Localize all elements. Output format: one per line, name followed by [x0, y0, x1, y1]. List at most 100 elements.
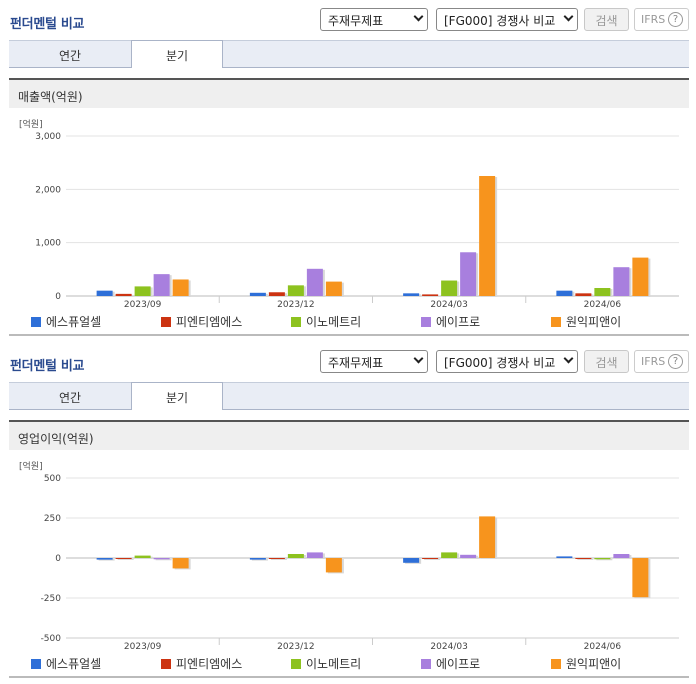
y-tick-label: 0	[55, 554, 61, 564]
statement-select[interactable]: 주재무제표	[320, 8, 428, 31]
chevron-down-icon	[413, 353, 424, 364]
legend-item[interactable]: 이노메트리	[291, 655, 361, 672]
legend-item[interactable]: 에이프로	[421, 313, 480, 330]
peer-group-select-value: [FG000] 경쟁사 비교	[444, 14, 556, 28]
peer-group-select[interactable]: [FG000] 경쟁사 비교	[436, 350, 578, 373]
operating-profit-chart: [억원] -500 -250 0 250 500 2023/09 2023/12 2024/03…	[19, 460, 679, 650]
bar	[268, 292, 285, 296]
bar	[325, 281, 342, 296]
x-tick-label: 2023/09	[124, 300, 162, 308]
bar	[613, 267, 630, 296]
y-tick-label: 250	[44, 514, 61, 524]
panel-title: 펀더멘털 비교	[10, 359, 85, 374]
statement-select-value: 주재무제표	[328, 14, 384, 28]
bar	[613, 554, 630, 558]
legend-label: 에스퓨얼셀	[46, 315, 102, 329]
question-icon: ?	[668, 354, 683, 369]
tab-quarter[interactable]: 분기	[131, 382, 223, 410]
y-tick-label: 2,000	[35, 185, 61, 195]
bar	[115, 293, 132, 296]
chevron-down-icon	[563, 11, 574, 22]
legend-swatch	[31, 317, 41, 327]
peer-group-select-value: [FG000] 경쟁사 비교	[444, 356, 556, 370]
chart-legend: 에스퓨얼셀 피엔티엠에스 이노메트리 에이프로 원익피앤이	[31, 313, 691, 329]
bar	[325, 558, 342, 573]
revenue-chart: [억원] 0 1,000 2,000 3,000 2023/09 2023/12 2024/0…	[19, 118, 679, 308]
legend-item[interactable]: 에스퓨얼셀	[31, 313, 101, 330]
y-tick-label: 500	[44, 474, 61, 484]
tab-annual[interactable]: 연간	[58, 391, 82, 405]
y-tick-label: 3,000	[35, 132, 61, 142]
bar	[287, 554, 304, 558]
x-tick-label: 2023/12	[277, 300, 314, 308]
legend-swatch	[31, 659, 41, 669]
bar	[556, 556, 573, 558]
y-tick-label: 1,000	[35, 239, 61, 249]
panel-header: 펀더멘털 비교 주재무제표 [FG000] 경쟁사 비교 검색 IFRS?	[0, 0, 696, 40]
bar	[422, 294, 439, 296]
legend-item[interactable]: 에스퓨얼셀	[31, 655, 101, 672]
bar	[306, 268, 323, 296]
legend-item[interactable]: 피엔티엠에스	[161, 313, 242, 330]
y-tick-label: -250	[41, 594, 62, 604]
search-button[interactable]: 검색	[584, 8, 629, 31]
bar	[460, 252, 477, 296]
y-tick-label: -500	[41, 634, 62, 644]
bar	[153, 274, 170, 296]
bar	[422, 558, 439, 559]
question-icon: ?	[668, 12, 683, 27]
bar	[441, 280, 458, 296]
bar-shadow	[98, 559, 115, 561]
bar	[594, 558, 611, 560]
bar	[172, 279, 189, 296]
bar-shadow	[270, 559, 287, 560]
legend-label: 이노메트리	[306, 657, 362, 671]
tab-annual[interactable]: 연간	[58, 49, 82, 63]
legend-swatch	[421, 317, 431, 327]
legend-swatch	[421, 659, 431, 669]
unit-label: [억원]	[19, 460, 43, 472]
bar	[249, 292, 266, 296]
bar	[403, 293, 420, 296]
bar-shadow	[424, 559, 441, 560]
bar	[287, 285, 304, 296]
bar	[306, 552, 323, 558]
bar	[460, 554, 477, 558]
unit-label: [억원]	[19, 118, 43, 130]
bar	[575, 293, 592, 296]
bar-shadow	[117, 559, 134, 560]
bar	[134, 286, 151, 296]
chart-title: 영업이익(억원)	[9, 420, 689, 450]
legend-item[interactable]: 원익피앤이	[551, 655, 621, 672]
bar	[249, 558, 266, 560]
bar-shadow	[424, 295, 441, 297]
ifrs-help-button[interactable]: IFRS?	[634, 8, 689, 31]
peer-group-select[interactable]: [FG000] 경쟁사 비교	[436, 8, 578, 31]
bar	[441, 552, 458, 558]
legend-item[interactable]: 원익피앤이	[551, 313, 621, 330]
legend-item[interactable]: 이노메트리	[291, 313, 361, 330]
chart-title: 매출액(억원)	[9, 78, 689, 108]
legend-item[interactable]: 피엔티엠에스	[161, 655, 242, 672]
fundamental-panel-operating-profit: 펀더멘털 비교 주재무제표 [FG000] 경쟁사 비교 검색 IFRS? 연간…	[0, 342, 696, 684]
bar-shadow	[596, 559, 613, 561]
search-button[interactable]: 검색	[584, 350, 629, 373]
bar	[632, 257, 649, 296]
ifrs-help-button[interactable]: IFRS?	[634, 350, 689, 373]
panel-header: 펀더멘털 비교 주재무제표 [FG000] 경쟁사 비교 검색 IFRS?	[0, 342, 696, 382]
x-tick-label: 2023/12	[277, 642, 314, 650]
panel-title: 펀더멘털 비교	[10, 17, 85, 32]
bar	[153, 558, 170, 560]
legend-item[interactable]: 에이프로	[421, 655, 480, 672]
statement-select-value: 주재무제표	[328, 356, 384, 370]
legend-label: 피엔티엠에스	[176, 657, 243, 671]
legend-label: 이노메트리	[306, 315, 362, 329]
bar	[115, 558, 132, 559]
bar	[172, 558, 189, 569]
bar-shadow	[251, 559, 268, 561]
statement-select[interactable]: 주재무제표	[320, 350, 428, 373]
x-tick-label: 2024/03	[430, 642, 467, 650]
x-tick-label: 2024/06	[584, 300, 622, 308]
tab-quarter[interactable]: 분기	[131, 40, 223, 68]
chart-legend: 에스퓨얼셀 피엔티엠에스 이노메트리 에이프로 원익피앤이	[31, 655, 691, 671]
